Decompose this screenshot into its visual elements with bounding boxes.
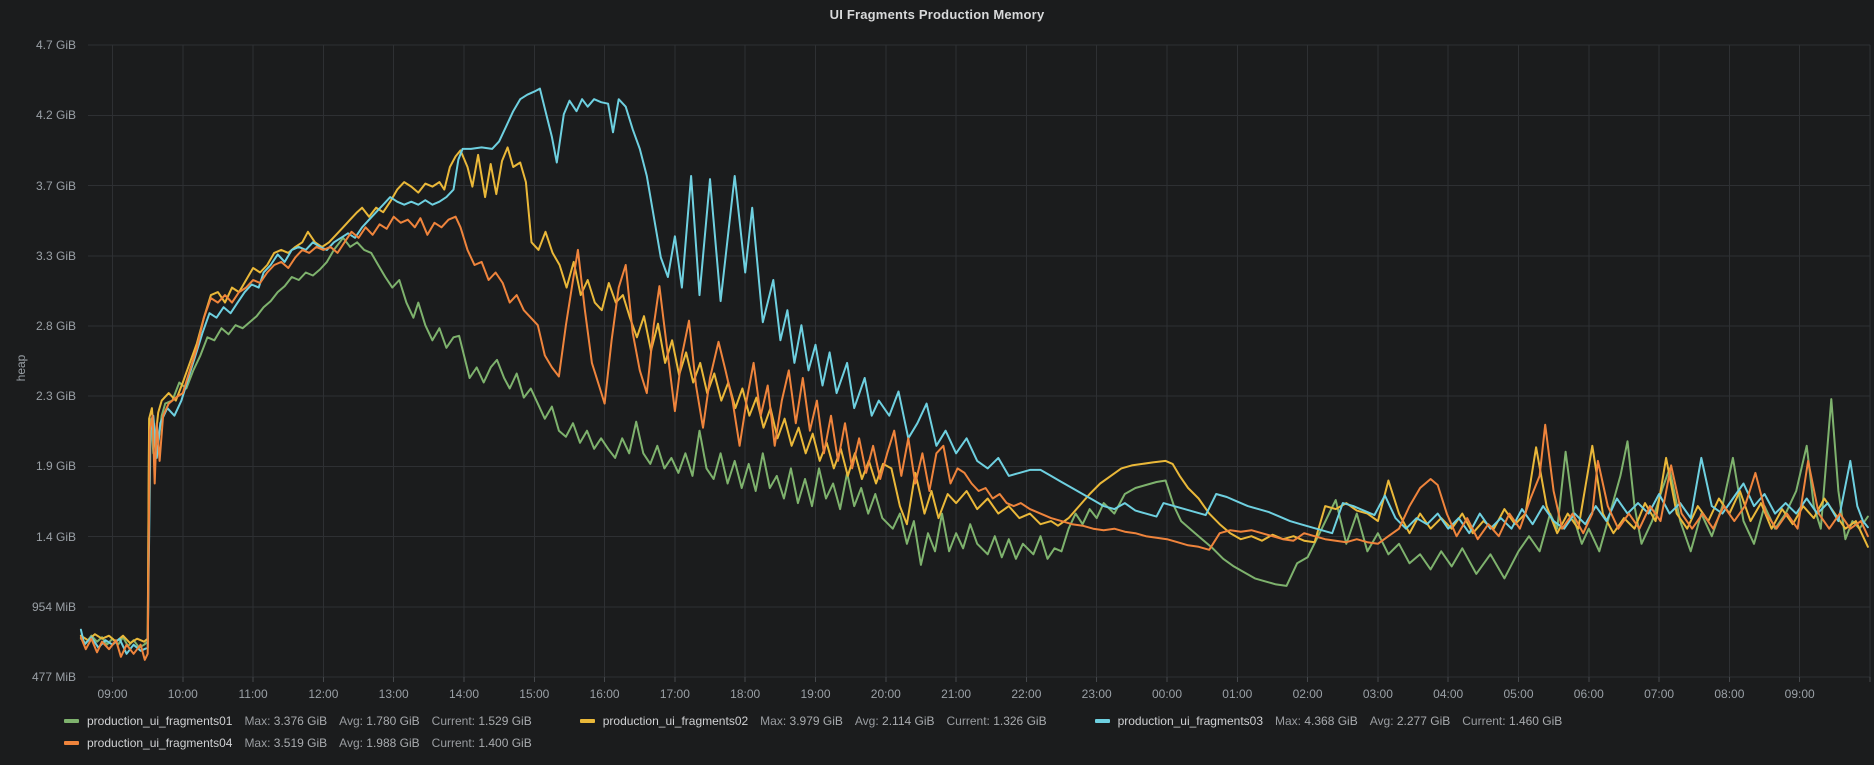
x-axis-label: 14:00 (448, 687, 480, 701)
series-color-swatch[interactable] (64, 719, 79, 723)
x-axis-label: 15:00 (519, 687, 550, 701)
y-axis-label: 3.3 GiB (35, 248, 76, 263)
series-stat-avg: Avg: 1.988 GiB (339, 736, 420, 750)
y-axis-label: 4.2 GiB (35, 108, 76, 123)
x-axis-label: 03:00 (1362, 687, 1393, 701)
x-axis-label: 22:00 (1011, 687, 1042, 701)
y-axis-label: 1.9 GiB (35, 459, 76, 474)
x-axis-label: 10:00 (167, 687, 198, 701)
series-color-swatch[interactable] (1094, 719, 1110, 723)
series-stat-max: Max: 3.979 GiB (760, 714, 843, 728)
y-axis-label: 2.8 GiB (35, 318, 76, 333)
series-color-swatch[interactable] (579, 719, 595, 723)
y-axis-label: 954 MiB (31, 599, 76, 614)
x-axis-label: 17:00 (659, 687, 690, 701)
x-axis-label: 09:00 (1784, 687, 1815, 701)
x-axis-label: 16:00 (589, 687, 620, 701)
legend: production_ui_fragments01 Max: 3.376 GiB A… (64, 714, 1610, 750)
legend-row-1: production_ui_fragments01 Max: 3.376 GiB A… (64, 714, 1610, 728)
series-stat-current: Current: 1.460 GiB (1462, 714, 1563, 728)
x-axis-label: 19:00 (800, 687, 831, 701)
series-name[interactable]: production_ui_fragments01 (87, 714, 233, 728)
series-stat-avg: Avg: 2.114 GiB (854, 714, 935, 728)
series-stat-current: Current: 1.400 GiB (431, 736, 532, 750)
y-axis-title: heap (14, 354, 28, 382)
x-axis-label: 04:00 (1433, 687, 1464, 701)
y-axis-label: 477 MiB (31, 670, 76, 684)
x-axis-label: 00:00 (1151, 687, 1183, 701)
x-axis-label: 20:00 (870, 687, 901, 701)
x-axis-label: 13:00 (378, 687, 409, 701)
x-axis-label: 06:00 (1573, 687, 1604, 701)
panel-title: UI Fragments Production Memory (829, 7, 1045, 22)
y-axis-label: 1.4 GiB (35, 529, 76, 544)
x-axis-label: 07:00 (1644, 687, 1675, 701)
x-axis-label: 01:00 (1222, 687, 1253, 701)
x-axis-label: 09:00 (97, 687, 128, 701)
series-stat-max: Max: 4.368 GiB (1275, 714, 1358, 728)
series-stat-current: Current: 1.326 GiB (946, 714, 1047, 728)
x-axis-label: 11:00 (238, 687, 268, 701)
y-axis-label: 3.7 GiB (35, 178, 76, 193)
y-axis-label: 2.3 GiB (35, 389, 76, 404)
series-stat-avg: Avg: 2.277 GiB (1369, 714, 1451, 728)
x-axis-label: 08:00 (1714, 687, 1745, 701)
x-axis-label: 02:00 (1292, 687, 1323, 701)
series-stat-avg: Avg: 1.780 GiB (339, 714, 420, 728)
legend-item-production_ui_fragments01[interactable]: production_ui_fragments01 Max: 3.376 GiB A… (64, 714, 544, 728)
series-stat-current: Current: 1.529 GiB (431, 714, 532, 728)
x-axis-label: 23:00 (1081, 687, 1112, 701)
x-axis-label: 21:00 (941, 687, 972, 701)
series-name[interactable]: production_ui_fragments03 (1117, 714, 1264, 728)
series-stat-max: Max: 3.376 GiB (244, 714, 328, 728)
series-line-1 (79, 236, 1869, 649)
legend-item-production_ui_fragments03[interactable]: production_ui_fragments03 Max: 4.368 GiB A… (1094, 714, 1575, 728)
x-axis-label: 18:00 (730, 687, 761, 701)
series-stat-max: Max: 3.519 GiB (244, 736, 328, 750)
series-line-3 (79, 87, 1869, 655)
legend-item-production_ui_fragments04[interactable]: production_ui_fragments04 Max: 3.519 GiB A… (64, 736, 544, 750)
series-line-2 (79, 146, 1869, 645)
series-line-4 (79, 215, 1869, 661)
series-name[interactable]: production_ui_fragments02 (602, 714, 749, 728)
series-name[interactable]: production_ui_fragments04 (87, 736, 233, 750)
x-axis-label: 05:00 (1503, 687, 1534, 701)
legend-row-2: production_ui_fragments04 Max: 3.519 GiB A… (64, 736, 1610, 750)
x-axis-label: 12:00 (308, 687, 339, 701)
y-axis-label: 4.7 GiB (35, 38, 76, 53)
legend-item-production_ui_fragments02[interactable]: production_ui_fragments02 Max: 3.979 GiB A… (579, 714, 1059, 728)
series-color-swatch[interactable] (64, 741, 79, 745)
